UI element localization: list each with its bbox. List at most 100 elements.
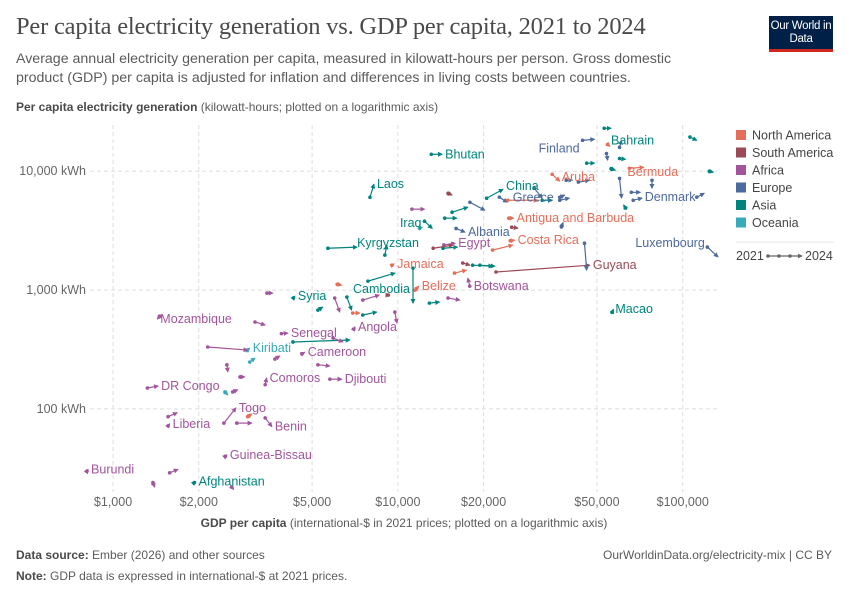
trajectory[interactable]: [605, 141, 611, 147]
trajectory[interactable]: [623, 204, 628, 210]
legend-item-label[interactable]: Europe: [752, 181, 792, 195]
trajectory[interactable]: [576, 178, 591, 184]
trajectory[interactable]: [446, 191, 453, 196]
country-label[interactable]: Comoros: [270, 371, 321, 385]
trajectory[interactable]: [263, 377, 269, 387]
trajectory[interactable]: [360, 293, 381, 302]
trajectory[interactable]: [345, 295, 353, 311]
trajectory[interactable]: [617, 156, 627, 162]
owid-logo[interactable]: Our World in Data: [769, 16, 833, 52]
trajectory[interactable]: [559, 221, 564, 229]
legend-item-label[interactable]: Oceania: [752, 216, 799, 230]
trajectory[interactable]: [454, 226, 466, 233]
country-label[interactable]: Egypt: [458, 236, 490, 250]
trajectory[interactable]: [550, 172, 561, 182]
country-label[interactable]: Botswana: [474, 279, 529, 293]
trajectory[interactable]: [470, 263, 494, 269]
country-label[interactable]: Greece: [513, 190, 554, 204]
trajectory[interactable]: [156, 314, 162, 320]
trajectory[interactable]: [366, 271, 396, 283]
country-label[interactable]: Djibouti: [345, 372, 387, 386]
trajectory[interactable]: [222, 454, 228, 460]
country-label[interactable]: Kiribati: [253, 341, 291, 355]
trajectory[interactable]: [452, 268, 468, 275]
trajectory[interactable]: [506, 215, 515, 221]
trajectory[interactable]: [557, 194, 566, 200]
trajectory[interactable]: [422, 219, 433, 230]
trajectory[interactable]: [582, 241, 589, 272]
country-label[interactable]: Angola: [358, 320, 397, 334]
trajectory[interactable]: [393, 310, 399, 324]
country-label[interactable]: Albania: [468, 225, 510, 239]
country-label[interactable]: Belize: [422, 279, 456, 293]
trajectory[interactable]: [190, 480, 197, 487]
trajectory[interactable]: [609, 166, 617, 172]
trajectory[interactable]: [694, 192, 705, 199]
country-label[interactable]: Laos: [377, 177, 404, 191]
trajectory[interactable]: [688, 135, 698, 141]
trajectory[interactable]: [450, 206, 469, 215]
country-label[interactable]: China: [506, 179, 539, 193]
trajectory[interactable]: [532, 186, 543, 199]
trajectory[interactable]: [427, 299, 441, 305]
country-label[interactable]: Bermuda: [627, 165, 678, 179]
trajectory[interactable]: [316, 306, 324, 312]
trajectory[interactable]: [279, 330, 289, 336]
trajectory[interactable]: [609, 308, 615, 315]
data-source-text[interactable]: Ember (2026) and other sources: [92, 548, 265, 562]
trajectory[interactable]: [410, 206, 426, 212]
trajectory[interactable]: [238, 374, 246, 380]
trajectory[interactable]: [229, 484, 235, 491]
country-label[interactable]: Syria: [298, 289, 327, 303]
trajectory[interactable]: [224, 363, 230, 373]
trajectory[interactable]: [290, 295, 296, 301]
legend-item-label[interactable]: North America: [752, 129, 831, 143]
country-label[interactable]: DR Congo: [161, 379, 219, 393]
trajectory[interactable]: [247, 357, 256, 364]
trajectory[interactable]: [629, 189, 642, 195]
country-label[interactable]: Aruba: [562, 170, 595, 184]
country-label[interactable]: Jamaica: [397, 257, 444, 271]
trajectory[interactable]: [316, 363, 331, 369]
trajectory[interactable]: [508, 238, 516, 244]
trajectory[interactable]: [332, 296, 341, 313]
country-label[interactable]: Guyana: [593, 258, 637, 272]
trajectory[interactable]: [326, 244, 358, 251]
trajectory[interactable]: [265, 290, 274, 296]
trajectory[interactable]: [150, 480, 156, 488]
trajectory[interactable]: [223, 390, 229, 396]
country-label[interactable]: Togo: [239, 401, 266, 415]
country-label[interactable]: Macao: [615, 302, 653, 316]
trajectory[interactable]: [604, 151, 610, 161]
country-label[interactable]: Bhutan: [445, 147, 485, 161]
trajectory[interactable]: [429, 151, 443, 157]
trajectory[interactable]: [263, 416, 273, 428]
trajectory[interactable]: [705, 245, 719, 258]
country-label[interactable]: Cameroon: [308, 345, 366, 359]
trajectory[interactable]: [410, 266, 416, 304]
trajectory[interactable]: [446, 296, 461, 302]
country-label[interactable]: Finland: [539, 141, 580, 155]
trajectory[interactable]: [509, 225, 519, 231]
trajectory[interactable]: [602, 125, 612, 131]
trajectory[interactable]: [205, 345, 249, 353]
trajectory[interactable]: [505, 197, 539, 203]
trajectory[interactable]: [230, 389, 239, 394]
trajectory[interactable]: [497, 195, 508, 203]
legend-item-label[interactable]: South America: [752, 146, 833, 160]
trajectory[interactable]: [540, 197, 553, 203]
trajectory[interactable]: [413, 285, 420, 292]
country-label[interactable]: Liberia: [173, 417, 211, 431]
country-label[interactable]: Antigua and Barbuda: [517, 211, 635, 225]
trajectory[interactable]: [490, 243, 514, 252]
trajectory[interactable]: [431, 243, 454, 251]
trajectory[interactable]: [442, 215, 458, 221]
trajectory[interactable]: [350, 326, 356, 332]
country-label[interactable]: Guinea-Bissau: [230, 448, 312, 462]
country-label[interactable]: Benin: [275, 420, 307, 434]
legend-item-label[interactable]: Asia: [752, 199, 776, 213]
trajectory[interactable]: [617, 176, 624, 199]
trajectory[interactable]: [273, 355, 281, 361]
trajectory[interactable]: [166, 412, 178, 419]
trajectory[interactable]: [649, 178, 655, 190]
